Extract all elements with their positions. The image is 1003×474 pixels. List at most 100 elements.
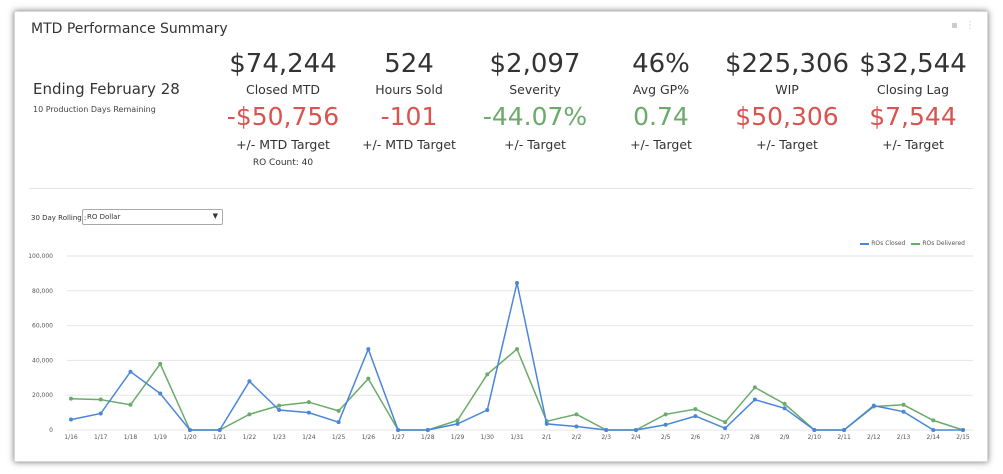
x-tick-label: 1/17 xyxy=(94,434,108,441)
data-point xyxy=(98,411,103,416)
y-tick-label: 60,000 xyxy=(32,323,53,330)
kpi-wip: $225,306 WIP $50,306 +/- Target xyxy=(722,48,852,152)
kpi-closing-lag: $32,544 Closing Lag $7,544 +/- Target xyxy=(848,48,978,152)
metric-dropdown[interactable]: RO Dollar ▼ xyxy=(82,209,223,225)
legend-label: ROs Closed xyxy=(871,240,906,247)
x-tick-label: 2/12 xyxy=(867,434,881,441)
data-point xyxy=(515,347,519,352)
x-tick-label: 2/4 xyxy=(631,434,641,441)
kpi-avg-gp: 46% Avg GP% 0.74 +/- Target xyxy=(596,48,726,152)
legend-swatch-icon xyxy=(911,242,921,245)
x-tick-label: 1/20 xyxy=(183,434,197,441)
kpi-label: Avg GP% xyxy=(632,82,690,97)
data-point xyxy=(128,402,133,407)
x-tick-label: 2/9 xyxy=(780,434,790,441)
data-point xyxy=(515,280,519,285)
data-point xyxy=(574,412,579,417)
data-point xyxy=(187,428,192,432)
legend-item-delivered[interactable]: ROs Delivered xyxy=(911,240,965,247)
kpi-value: $225,306 xyxy=(724,49,850,79)
kpi-delta: 0.74 xyxy=(633,102,689,131)
data-point xyxy=(663,412,668,417)
data-point xyxy=(663,422,668,427)
kpi-closed-mtd: $74,244 Closed MTD -$50,756 +/- MTD Targ… xyxy=(218,48,348,168)
series-line-closed xyxy=(70,282,963,431)
days-remaining: 10 Production Days Remaining xyxy=(33,105,156,114)
y-tick-label: 80,000 xyxy=(32,288,53,295)
data-point xyxy=(336,420,341,425)
x-tick-label: 1/18 xyxy=(124,434,138,441)
data-point xyxy=(69,417,73,422)
kpi-label: WIP xyxy=(775,82,799,97)
data-point xyxy=(158,361,163,366)
series-line-delivered xyxy=(70,347,964,431)
data-point xyxy=(723,426,728,431)
legend-item-closed[interactable]: ROs Closed xyxy=(860,240,905,247)
data-point xyxy=(604,428,609,432)
kpi-target-label: +/- Target xyxy=(504,137,566,152)
x-tick-label: 2/10 xyxy=(808,434,822,441)
data-point xyxy=(306,400,311,405)
kpi-target-label: +/- Target xyxy=(756,137,818,152)
data-point xyxy=(693,414,698,419)
x-tick-label: 1/19 xyxy=(153,434,167,441)
data-point xyxy=(336,408,341,413)
data-point xyxy=(306,410,311,415)
data-point xyxy=(633,428,638,432)
data-point xyxy=(931,428,936,432)
kpi-value: $32,544 xyxy=(859,49,967,79)
data-point xyxy=(961,428,965,432)
kpi-delta: -101 xyxy=(380,102,438,131)
kpi-label: Closed MTD xyxy=(245,82,320,97)
data-point xyxy=(455,418,460,423)
y-tick-label: 40,000 xyxy=(32,357,53,364)
data-point xyxy=(752,397,757,402)
data-point xyxy=(901,409,906,414)
card-menu-icon[interactable]: ▪ ⋮ xyxy=(951,20,977,31)
x-tick-label: 1/23 xyxy=(272,434,286,441)
kpi-value: 46% xyxy=(632,49,690,79)
y-tick-label: 100,000 xyxy=(28,253,53,260)
data-point xyxy=(901,402,906,407)
kpi-label: Hours Sold xyxy=(375,82,443,97)
x-tick-label: 2/6 xyxy=(691,434,701,441)
kpi-value: $74,244 xyxy=(229,49,337,79)
data-point xyxy=(217,428,222,432)
data-point xyxy=(366,347,371,352)
data-point xyxy=(871,403,876,408)
x-tick-label: 1/21 xyxy=(213,434,227,441)
x-tick-label: 1/22 xyxy=(243,434,257,441)
x-tick-label: 2/7 xyxy=(720,434,730,441)
x-tick-label: 1/24 xyxy=(302,434,316,441)
data-point xyxy=(485,372,490,377)
data-point xyxy=(98,397,103,402)
x-tick-label: 2/2 xyxy=(572,434,582,441)
kpi-label: Severity xyxy=(509,82,561,97)
x-tick-label: 1/30 xyxy=(481,434,495,441)
data-point xyxy=(247,412,252,417)
x-tick-label: 1/27 xyxy=(391,434,405,441)
x-tick-label: 1/26 xyxy=(362,434,376,441)
ro-count: RO Count: 40 xyxy=(252,158,314,168)
data-point xyxy=(277,407,282,412)
x-tick-label: 2/1 xyxy=(542,434,552,441)
data-point xyxy=(128,369,133,374)
data-point xyxy=(396,428,401,432)
data-point xyxy=(425,428,430,432)
x-tick-label: 2/11 xyxy=(837,434,851,441)
data-point xyxy=(277,403,282,408)
data-point xyxy=(574,424,579,429)
kpi-hours-sold: 524 Hours Sold -101 +/- MTD Target xyxy=(344,48,474,152)
kpi-label: Closing Lag xyxy=(876,82,950,97)
kpi-target-label: +/- MTD Target xyxy=(362,137,456,152)
kpi-severity: $2,097 Severity -44.07% +/- Target xyxy=(470,48,600,152)
x-tick-label: 2/5 xyxy=(661,434,671,441)
data-point xyxy=(544,421,549,426)
kpi-delta: -44.07% xyxy=(482,102,588,131)
legend-label: ROs Delivered xyxy=(922,240,965,247)
line-chart: 0 20,000 40,000 60,000 80,000 100,000 1/16 1/17… xyxy=(28,253,973,441)
data-point xyxy=(812,428,817,432)
data-point xyxy=(931,418,936,423)
data-point xyxy=(366,376,371,381)
divider xyxy=(29,188,973,189)
